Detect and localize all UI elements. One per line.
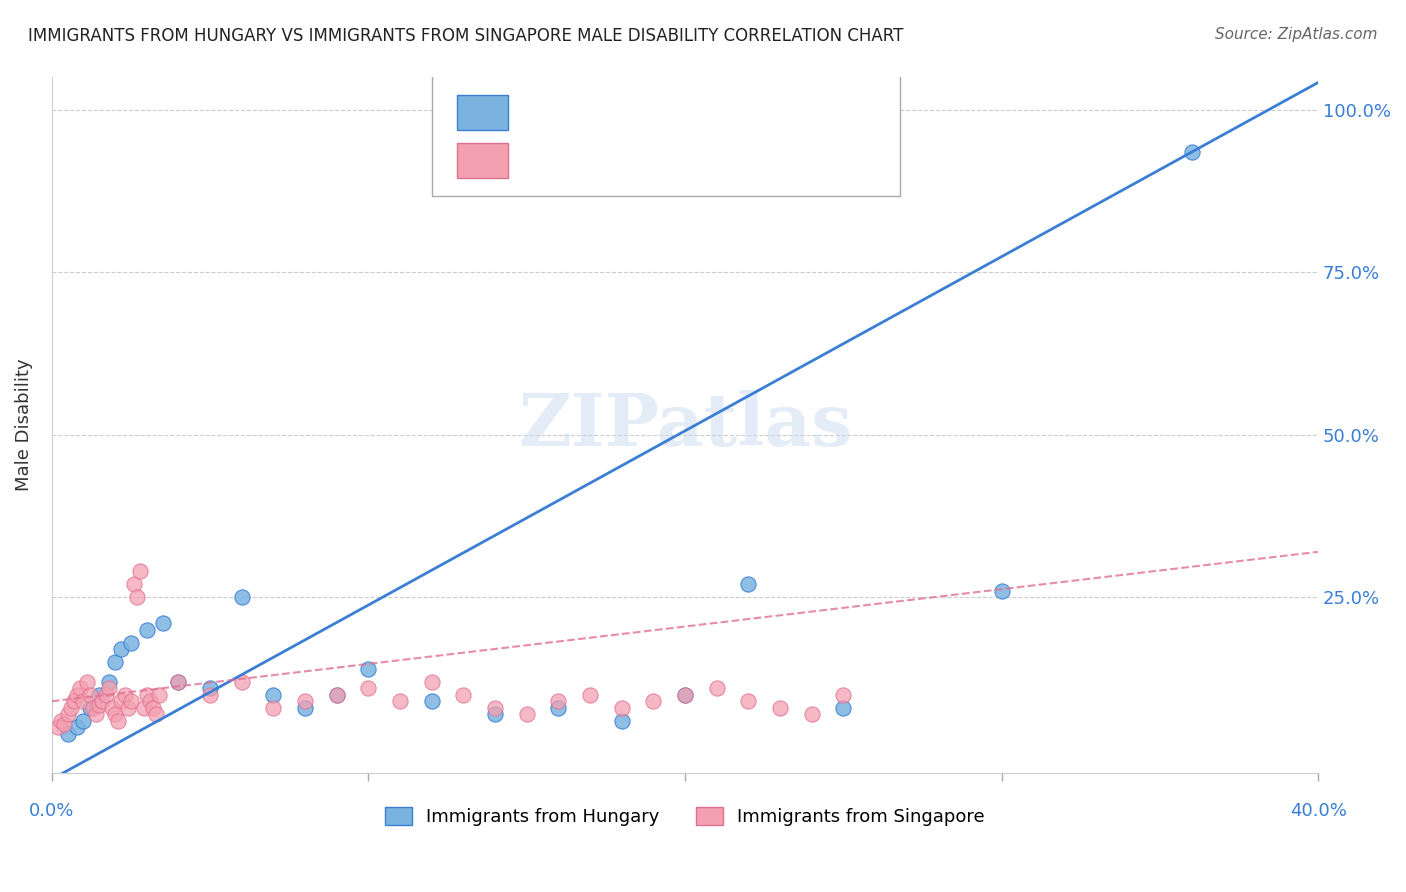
Point (91, 694, 114, 708)
Point (76, 674, 98, 689)
Point (167, 674, 190, 689)
Text: IMMIGRANTS FROM HUNGARY VS IMMIGRANTS FROM SINGAPORE MALE DISABILITY CORRELATION: IMMIGRANTS FROM HUNGARY VS IMMIGRANTS FR… (28, 27, 904, 45)
Legend: Immigrants from Hungary, Immigrants from Singapore: Immigrants from Hungary, Immigrants from… (378, 799, 993, 833)
Point (145, 707, 167, 722)
Point (294, 700, 316, 714)
Point (97, 681, 120, 696)
Point (89, 688, 111, 702)
Point (800, 707, 823, 722)
Point (737, 577, 759, 591)
Point (231, 674, 253, 689)
Point (120, 636, 142, 650)
Point (94, 688, 117, 702)
Point (104, 655, 127, 669)
Point (135, 688, 157, 702)
Point (262, 688, 284, 702)
Point (97, 674, 120, 689)
Point (453, 688, 475, 702)
Point (990, 583, 1012, 598)
Point (357, 681, 380, 696)
Point (832, 700, 855, 714)
Point (120, 694, 142, 708)
Point (152, 616, 174, 631)
Point (737, 694, 759, 708)
Point (79, 688, 101, 702)
Point (56, 727, 79, 741)
Point (132, 700, 155, 714)
Point (1180, 145, 1202, 160)
Point (294, 694, 316, 708)
Point (706, 681, 728, 696)
Point (84, 707, 107, 722)
Point (110, 642, 132, 657)
Point (420, 674, 443, 689)
Point (547, 694, 569, 708)
Point (325, 688, 347, 702)
Point (107, 714, 129, 728)
Point (101, 700, 124, 714)
Point (142, 700, 165, 714)
Point (673, 688, 696, 702)
Point (325, 688, 347, 702)
Point (135, 623, 157, 637)
FancyBboxPatch shape (457, 144, 508, 178)
Text: R = 0.908   N = 27: R = 0.908 N = 27 (520, 103, 706, 121)
FancyBboxPatch shape (457, 95, 508, 129)
Point (66, 720, 89, 734)
Point (420, 694, 443, 708)
Point (114, 688, 136, 702)
Text: 0.0%: 0.0% (30, 802, 75, 820)
Point (51, 714, 73, 728)
Point (148, 688, 170, 702)
Point (484, 700, 506, 714)
Point (643, 694, 665, 708)
Point (110, 694, 132, 708)
Point (89, 698, 111, 712)
Point (139, 694, 162, 708)
Point (262, 700, 284, 714)
Point (69, 681, 91, 696)
Point (832, 688, 855, 702)
FancyBboxPatch shape (432, 74, 900, 195)
Point (63, 694, 86, 708)
Text: ZIPatlas: ZIPatlas (517, 390, 852, 460)
Point (167, 674, 190, 689)
Point (579, 688, 602, 702)
Point (72, 694, 94, 708)
Point (198, 681, 221, 696)
Text: 40.0%: 40.0% (1289, 802, 1347, 820)
Point (484, 707, 506, 722)
Text: Source: ZipAtlas.com: Source: ZipAtlas.com (1215, 27, 1378, 42)
Point (66, 688, 89, 702)
Point (56, 707, 79, 722)
Point (117, 700, 139, 714)
Point (72, 714, 94, 728)
Point (547, 700, 569, 714)
Point (59, 700, 82, 714)
Point (198, 688, 221, 702)
Point (104, 707, 127, 722)
Text: R = 0.081   N = 55: R = 0.081 N = 55 (520, 152, 706, 170)
Point (516, 707, 538, 722)
Point (231, 591, 253, 605)
Point (388, 694, 411, 708)
Point (129, 564, 152, 578)
Point (357, 662, 380, 676)
Y-axis label: Male Disability: Male Disability (15, 359, 32, 491)
Point (53, 717, 76, 731)
Point (610, 714, 633, 728)
Point (610, 700, 633, 714)
Point (673, 688, 696, 702)
Point (46, 720, 69, 734)
Point (82, 700, 104, 714)
Point (79, 700, 101, 714)
Point (769, 700, 792, 714)
Point (127, 591, 149, 605)
Point (122, 577, 145, 591)
